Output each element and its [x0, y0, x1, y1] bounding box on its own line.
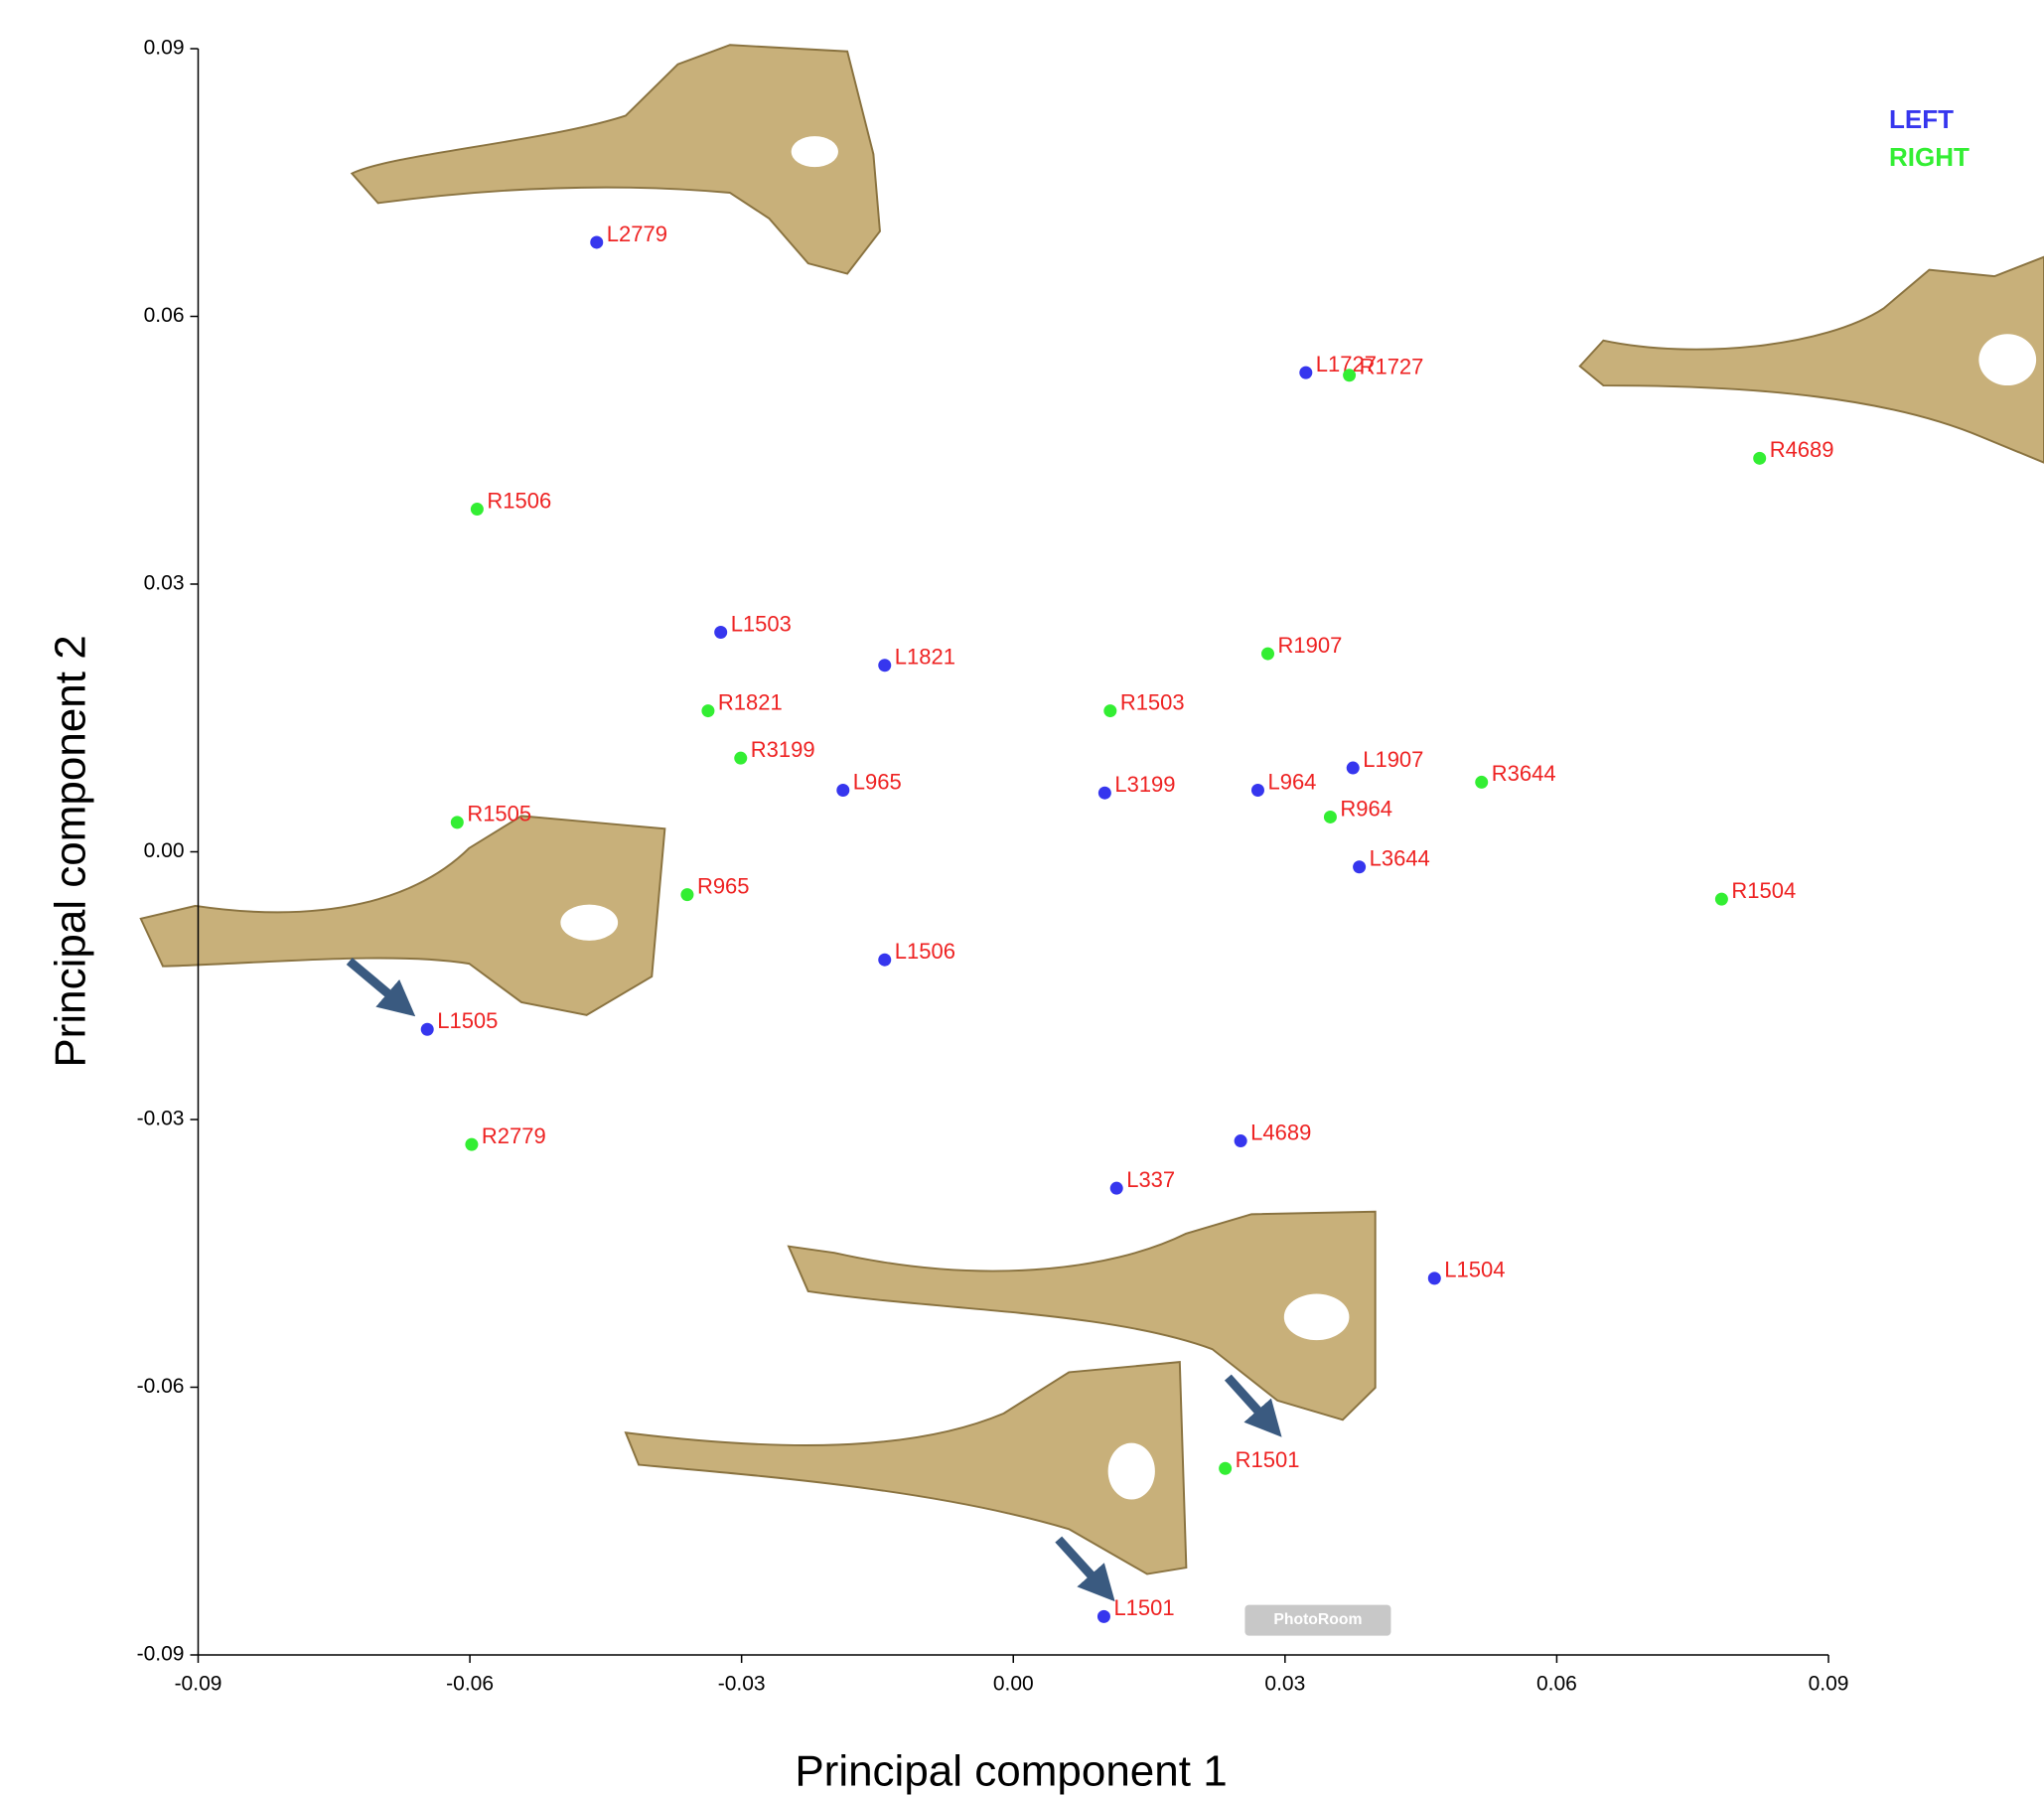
point-label: R3199 — [751, 737, 815, 762]
point — [1347, 762, 1360, 775]
point — [701, 704, 714, 717]
point — [451, 816, 464, 828]
x-tick-label: 0.06 — [1536, 1673, 1577, 1696]
point-label: L3644 — [1370, 846, 1430, 871]
point — [1475, 776, 1488, 789]
point-label: R3644 — [1492, 761, 1556, 786]
point — [421, 1023, 434, 1036]
point-label: R1907 — [1278, 633, 1343, 658]
x-tick-label: -0.06 — [446, 1673, 494, 1696]
point — [1098, 787, 1111, 800]
point-label: R965 — [697, 873, 750, 898]
point-label: L1821 — [895, 645, 955, 670]
point-label: R1501 — [1236, 1447, 1300, 1472]
point — [1428, 1271, 1441, 1284]
point-label: R964 — [1340, 796, 1392, 821]
point — [1235, 1134, 1247, 1147]
point — [878, 954, 891, 967]
bone-images: PhotoRoom — [141, 45, 2044, 1635]
arrow — [1059, 1540, 1103, 1588]
x-tick-label: -0.03 — [718, 1673, 766, 1696]
point — [1324, 811, 1337, 823]
point-label: L1907 — [1363, 747, 1423, 772]
point-label: R1821 — [718, 689, 783, 714]
point-label: L337 — [1126, 1167, 1175, 1192]
point-label: R1505 — [467, 802, 531, 826]
point — [1097, 1610, 1110, 1623]
y-tick-label: 0.09 — [144, 37, 185, 60]
point-label: L965 — [853, 769, 902, 794]
arrow — [350, 962, 402, 1005]
watermark: PhotoRoom — [1273, 1611, 1362, 1628]
point — [1343, 369, 1356, 381]
y-tick-label: 0.00 — [144, 839, 185, 862]
point — [1299, 367, 1312, 379]
point-label: R2779 — [482, 1123, 546, 1148]
point — [471, 503, 484, 516]
point — [1110, 1182, 1123, 1195]
point — [1103, 704, 1116, 717]
point-label: L1501 — [1113, 1595, 1174, 1620]
y-axis-label: Principal component 2 — [47, 635, 95, 1067]
bone — [626, 1362, 1186, 1573]
point — [1353, 860, 1366, 873]
point-label: R1506 — [487, 488, 551, 513]
legend-entry: RIGHT — [1889, 142, 1970, 172]
point — [836, 784, 849, 797]
point-label: L2779 — [607, 222, 667, 246]
x-axis-label: Principal component 1 — [795, 1747, 1227, 1795]
point-label: L4689 — [1250, 1120, 1311, 1144]
point — [590, 235, 603, 248]
bone-hole — [792, 136, 838, 167]
point-label: R1504 — [1731, 878, 1796, 903]
point — [1715, 893, 1728, 906]
chart: PhotoRoom Principal component 1 Principa… — [0, 0, 2044, 1795]
bone — [1580, 257, 2044, 463]
point-label: R1727 — [1360, 355, 1424, 379]
point — [734, 752, 747, 765]
y-tick-label: -0.06 — [137, 1375, 185, 1398]
point — [1251, 784, 1264, 797]
point-label: L1504 — [1444, 1258, 1505, 1282]
point-label: L1503 — [731, 611, 792, 636]
y-tick-label: 0.03 — [144, 572, 185, 595]
bone-hole — [560, 905, 618, 941]
point — [714, 626, 727, 639]
point-label: L3199 — [1114, 772, 1175, 797]
point — [878, 659, 891, 672]
y-tick-label: -0.03 — [137, 1108, 185, 1130]
point — [1753, 452, 1766, 465]
legend-entry: LEFT — [1889, 104, 1954, 134]
point-label: R1503 — [1120, 689, 1185, 714]
point — [680, 888, 693, 901]
point-label: L964 — [1267, 769, 1316, 794]
point — [1261, 648, 1274, 661]
bone-hole — [1108, 1443, 1155, 1500]
bone-hole — [1284, 1294, 1350, 1341]
y-tick-label: 0.06 — [144, 304, 185, 327]
point-label: L1505 — [437, 1008, 498, 1033]
x-tick-label: 0.03 — [1264, 1673, 1305, 1696]
bone-hole — [1978, 334, 2036, 385]
point — [1219, 1462, 1232, 1475]
point — [465, 1138, 478, 1151]
x-tick-label: 0.00 — [993, 1673, 1034, 1696]
y-tick-label: -0.09 — [137, 1643, 185, 1666]
x-tick-label: -0.09 — [175, 1673, 222, 1696]
point-label: R4689 — [1770, 437, 1834, 462]
point-label: L1506 — [895, 939, 955, 964]
x-tick-label: 0.09 — [1809, 1673, 1849, 1696]
